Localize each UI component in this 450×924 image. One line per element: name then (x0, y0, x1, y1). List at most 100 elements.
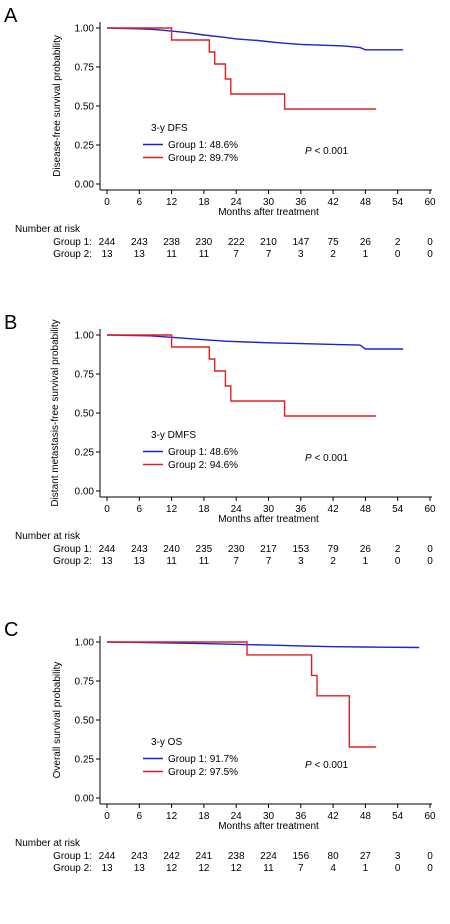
panel-b-risk-value: 230 (228, 544, 245, 555)
panel-b-xtick-label: 48 (360, 504, 372, 515)
panel-a-ylabel: Disease-free survival probability (52, 35, 63, 177)
panel-a-risk-value: 13 (101, 249, 113, 260)
panel-a-pvalue-symbol: P (305, 146, 312, 157)
panel-a-legend-label-2: Group 2: 89.7% (168, 153, 238, 164)
panel-c-risk-value: 0 (427, 863, 433, 874)
panel-a-risk-value: 0 (427, 249, 433, 260)
panel-b-risk-row-label-2: Group 2: (53, 556, 92, 567)
panel-a-xtick-label: 12 (166, 197, 178, 208)
panel-b-xtick-label: 12 (166, 504, 178, 515)
panel-b-risk-value: 2 (395, 544, 401, 555)
panel-a-xtick-label: 0 (104, 197, 110, 208)
panel-c-risk-value: 0 (427, 851, 433, 862)
panel-c-risk-value: 7 (298, 863, 304, 874)
panel-b-risk-value: 244 (99, 544, 116, 555)
panel-b-risk-value: 0 (427, 556, 433, 567)
panel-a-xtick-label: 60 (424, 197, 436, 208)
panel-c-xtick-label: 36 (295, 811, 307, 822)
panel-a-ytick-label: 1.00 (75, 24, 95, 35)
panel-b-xtick-label: 36 (295, 504, 307, 515)
panel-b-legend-label-2: Group 2: 94.6% (168, 460, 238, 471)
panel-c-risk-value: 1 (363, 863, 369, 874)
panel-a-risk-value: 222 (228, 237, 245, 248)
panel-a-risk-value: 230 (196, 237, 213, 248)
panel-a-legend-label-1: Group 1: 48.6% (168, 140, 238, 151)
panel-a-ytick-label: 0.50 (75, 102, 95, 113)
panel-c-risk-value: 13 (101, 863, 113, 874)
panel-c-ytick-label: 0.50 (75, 716, 95, 727)
panel-c-risk-value: 242 (163, 851, 180, 862)
panel-b-risk-value: 2 (330, 556, 336, 567)
panel-a-risk-value: 147 (292, 237, 309, 248)
panel-c-risk-value: 4 (330, 863, 336, 874)
panel-c-label: C (4, 619, 18, 641)
panel-b-risk-value: 0 (395, 556, 401, 567)
panel-b-ytick-label: 0.00 (75, 487, 95, 498)
panel-b-risk-value: 13 (101, 556, 113, 567)
panel-b-xtick-label: 24 (231, 504, 243, 515)
panel-c-risk-value: 12 (198, 863, 210, 874)
panel-c-xtick-label: 48 (360, 811, 372, 822)
panel-a-risk-value: 26 (360, 237, 372, 248)
panel-a-risk-value: 0 (395, 249, 401, 260)
panel-a-risk-row-label-2: Group 2: (53, 249, 92, 260)
panel-c-pvalue-text: < 0.001 (312, 760, 349, 771)
panel-b-ytick-label: 0.75 (75, 370, 95, 381)
panel-c-risk-value: 238 (228, 851, 245, 862)
panel-c-xlabel: Months after treatment (218, 821, 319, 832)
panel-a-risk-value: 11 (199, 249, 210, 260)
panel-b-ytick-label: 0.50 (75, 409, 95, 420)
panel-a-xlabel: Months after treatment (218, 207, 319, 218)
panel-b-ytick-label: 1.00 (75, 331, 95, 342)
panel-b-xtick-label: 60 (424, 504, 436, 515)
panel-b-risk-value: 217 (260, 544, 277, 555)
panel-c-risk-value: 243 (131, 851, 148, 862)
panel-b-risk-value: 3 (298, 556, 304, 567)
panel-b-xtick-label: 30 (263, 504, 275, 515)
panel-a-risk-value: 11 (166, 249, 177, 260)
panel-b-risk-value: 1 (363, 556, 369, 567)
panel-a-xtick-label: 30 (263, 197, 275, 208)
panel-a-risk-value: 13 (134, 249, 146, 260)
panel-a-xtick-label: 36 (295, 197, 307, 208)
panel-c-ytick-label: 0.25 (75, 755, 95, 766)
panel-b-risk-value: 11 (199, 556, 210, 567)
panel-a-risk-value: 238 (163, 237, 180, 248)
panel-a-risk-value: 3 (298, 249, 304, 260)
panel-b-risk-value: 243 (131, 544, 148, 555)
panel-c-ytick-label: 0.75 (75, 677, 95, 688)
panel-a-series-1-line (106, 27, 404, 51)
panel-c-risk-value: 12 (166, 863, 178, 874)
panel-a-ytick-label: 0.25 (75, 141, 95, 152)
panel-a-label: A (4, 5, 18, 27)
panel-a-risk-title: Number at risk (15, 224, 81, 235)
panel-c-xtick-label: 6 (137, 811, 143, 822)
panel-b-risk-value: 235 (196, 544, 213, 555)
panel-a-risk-value: 210 (260, 237, 277, 248)
panel-c-pvalue: P < 0.001 (305, 760, 349, 771)
panel-b-risk-row-label-1: Group 1: (53, 544, 92, 555)
panel-b-legend-title: 3-y DMFS (151, 430, 196, 441)
panel-a-risk-value: 7 (233, 249, 239, 260)
panel-a-risk-value: 2 (395, 237, 401, 248)
panel-b-xtick-label: 42 (328, 504, 340, 515)
panel-c-risk-value: 241 (196, 851, 213, 862)
panel-b-pvalue-symbol: P (305, 453, 312, 464)
panel-c-risk-row-label-2: Group 2: (53, 863, 92, 874)
panel-b-ytick-label: 0.25 (75, 448, 95, 459)
panel-c-xtick-label: 12 (166, 811, 178, 822)
panel-c-risk-row-label-1: Group 1: (53, 851, 92, 862)
panel-a-risk-value: 75 (328, 237, 340, 248)
panel-b-series-2-line (107, 334, 377, 417)
panel-a-risk-value: 1 (363, 249, 369, 260)
panel-b-legend-label-1: Group 1: 48.6% (168, 447, 238, 458)
panel-c-legend-label-1: Group 1: 91.7% (168, 754, 238, 765)
panel-c-xtick-label: 0 (104, 811, 110, 822)
panel-a-risk-value: 243 (131, 237, 148, 248)
panel-c-ylabel: Overall survival probability (52, 662, 63, 779)
panel-b-risk-value: 13 (134, 556, 146, 567)
panel-b-pvalue-text: < 0.001 (312, 453, 349, 464)
panel-a-xtick-label: 18 (198, 197, 210, 208)
panel-c-ytick-label: 0.00 (75, 794, 95, 805)
